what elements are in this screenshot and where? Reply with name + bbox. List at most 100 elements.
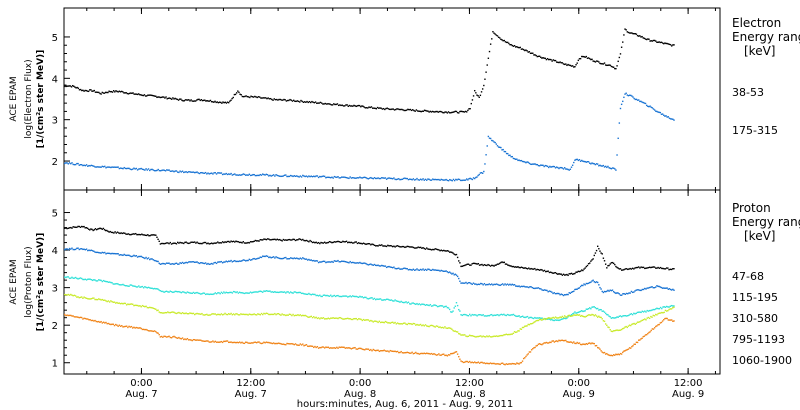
data-dot <box>448 354 451 356</box>
proton-legend-title-3: [keV] <box>744 229 775 243</box>
data-dot <box>178 263 180 265</box>
data-dot <box>456 256 459 259</box>
data-dot <box>429 324 432 327</box>
data-dot <box>620 269 623 271</box>
data-dot <box>228 260 230 262</box>
data-dot <box>130 284 133 286</box>
data-dot <box>556 166 558 168</box>
data-dot <box>603 260 606 262</box>
data-dot <box>275 313 277 316</box>
data-dot <box>563 294 566 296</box>
data-dot <box>429 110 431 113</box>
data-dot <box>402 177 405 180</box>
data-dot <box>475 314 477 316</box>
data-dot <box>489 283 492 286</box>
data-dot <box>288 258 291 260</box>
data-dot <box>565 316 567 318</box>
data-dot <box>440 269 442 272</box>
data-dot <box>71 84 74 87</box>
data-dot <box>632 345 634 347</box>
data-dot <box>597 316 599 318</box>
data-dot <box>270 175 272 177</box>
data-dot <box>521 160 524 163</box>
data-dot <box>401 352 404 354</box>
data-dot <box>512 157 515 160</box>
data-dot <box>328 295 331 297</box>
data-dot <box>94 251 96 253</box>
data-dot <box>651 316 653 318</box>
data-dot <box>349 260 351 263</box>
data-dot <box>225 172 227 175</box>
data-dot <box>176 171 179 173</box>
data-dot <box>470 264 472 266</box>
data-dot <box>460 360 462 362</box>
data-dot <box>494 283 497 286</box>
data-dot <box>619 107 622 110</box>
data-dot <box>246 292 248 294</box>
data-dot <box>78 316 80 319</box>
data-dot <box>616 292 618 294</box>
data-dot <box>66 314 68 316</box>
data-dot <box>668 306 670 308</box>
data-dot <box>454 305 457 307</box>
data-dot <box>479 172 482 174</box>
data-dot <box>339 317 342 319</box>
data-dot <box>499 284 501 287</box>
data-dot <box>435 110 437 113</box>
data-dot <box>476 315 478 317</box>
data-dot <box>204 171 207 174</box>
data-dot <box>241 174 243 176</box>
data-dot <box>202 314 204 316</box>
data-dot <box>460 314 462 316</box>
data-dot <box>548 290 551 292</box>
data-dot <box>364 107 367 109</box>
data-dot <box>308 316 310 319</box>
data-dot <box>376 177 378 180</box>
data-dot <box>173 263 175 265</box>
data-dot <box>200 293 202 295</box>
data-dot <box>99 166 101 168</box>
data-dot <box>208 293 210 296</box>
data-dot <box>235 341 237 344</box>
data-dot <box>311 260 314 262</box>
data-dot <box>625 292 628 295</box>
data-dot <box>281 257 283 260</box>
data-dot <box>122 254 124 257</box>
data-dot <box>219 172 221 174</box>
data-dot <box>368 263 371 266</box>
data-dot <box>67 85 69 87</box>
data-dot <box>95 320 97 323</box>
data-dot <box>167 311 169 313</box>
data-dot <box>619 268 622 270</box>
data-dot <box>234 173 236 175</box>
data-dot <box>360 262 362 264</box>
data-dot <box>388 245 390 247</box>
data-dot <box>470 315 472 317</box>
data-dot <box>144 285 146 288</box>
data-dot <box>220 340 223 343</box>
data-dot <box>404 267 406 269</box>
data-dot <box>214 242 217 244</box>
data-dot <box>162 336 164 338</box>
data-dot <box>95 228 98 231</box>
data-dot <box>646 317 648 319</box>
data-dot <box>120 232 122 234</box>
data-dot <box>626 94 629 96</box>
data-dot <box>285 174 287 176</box>
data-dot <box>382 299 384 301</box>
data-dot <box>670 308 673 310</box>
data-dot <box>106 91 108 94</box>
data-dot <box>139 234 142 236</box>
data-dot <box>459 310 461 312</box>
data-dot <box>393 109 396 111</box>
data-dot <box>481 172 484 174</box>
data-dot <box>294 239 297 242</box>
data-dot <box>151 234 154 236</box>
data-dot <box>132 255 134 257</box>
data-dot <box>433 178 435 181</box>
data-dot <box>589 262 591 264</box>
data-dot <box>433 269 435 271</box>
data-dot <box>283 314 286 316</box>
data-dot <box>328 318 331 320</box>
data-dot <box>594 252 597 254</box>
